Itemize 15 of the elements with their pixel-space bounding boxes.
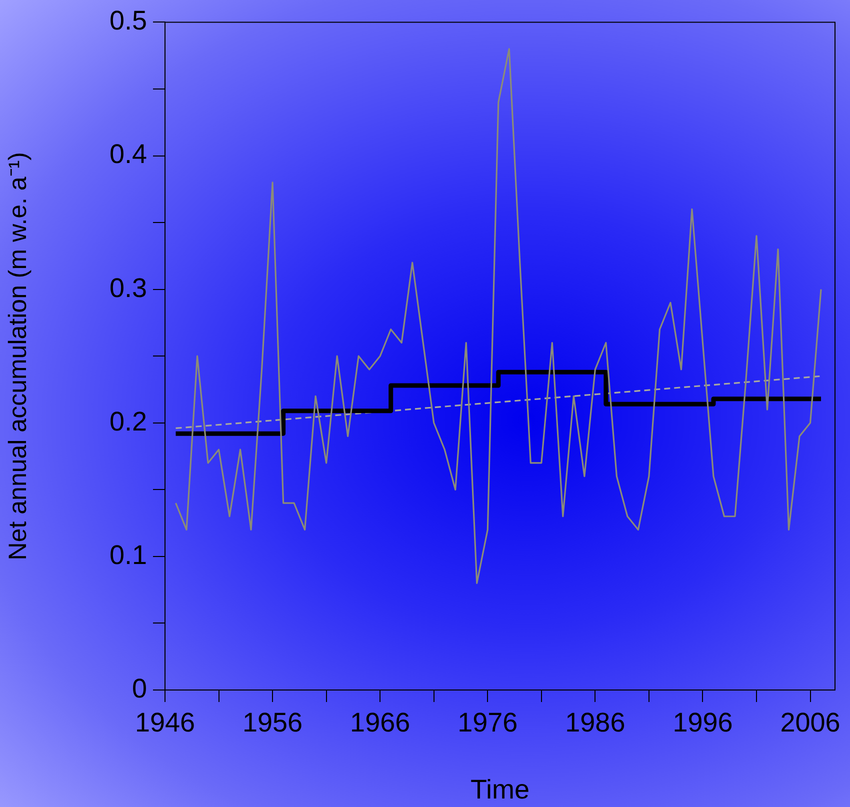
y-tick-label: 0.5 — [109, 6, 147, 36]
x-tick-label: 1946 — [134, 708, 196, 738]
x-tick-label: 1996 — [672, 708, 733, 738]
y-tick-label: 0.1 — [109, 540, 147, 570]
x-axis-title: Time — [470, 774, 530, 804]
y-tick-label: 0.4 — [109, 139, 147, 170]
y-tick-label: 0 — [132, 673, 147, 704]
x-tick-label: 1966 — [350, 708, 410, 738]
x-tick-label: 1986 — [565, 708, 626, 738]
x-tick-label: 1956 — [242, 708, 303, 738]
x-tick-label: 2006 — [780, 708, 840, 738]
x-tick-label: 1976 — [458, 708, 518, 738]
y-tick-label: 0.2 — [109, 406, 147, 436]
y-tick-label: 0.3 — [109, 272, 147, 303]
y-axis-title: Net annual accumulation (m w.e. a⁻¹) — [4, 152, 32, 560]
